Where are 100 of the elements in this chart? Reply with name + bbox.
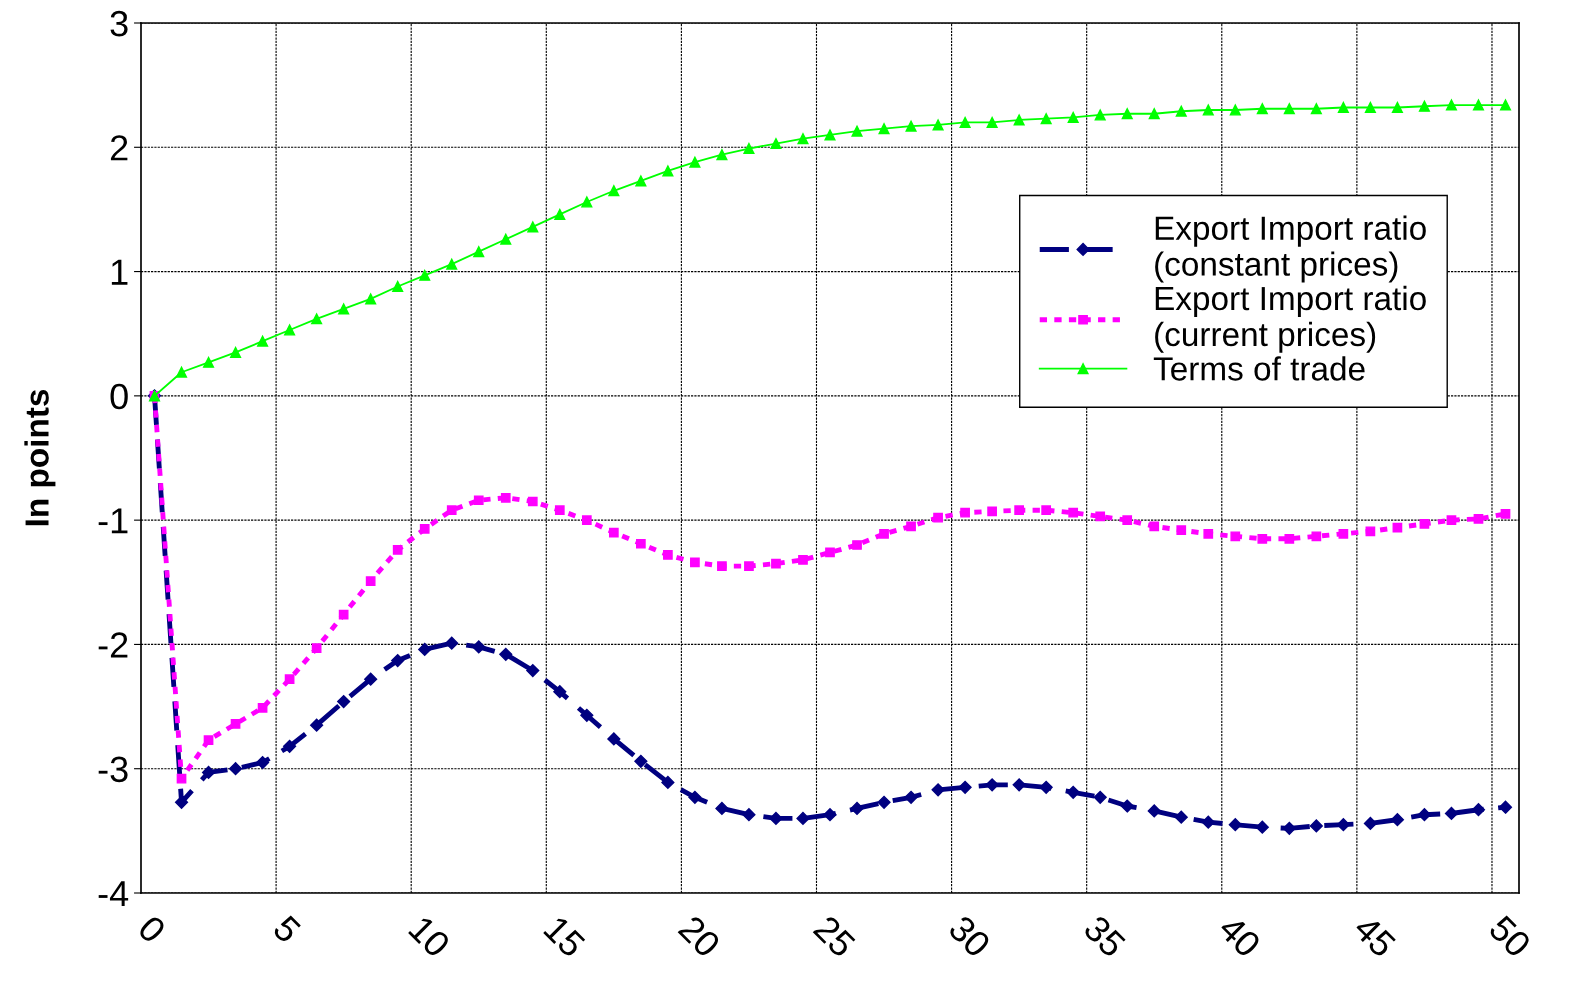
x-tick-label: 15	[543, 915, 587, 959]
point	[338, 609, 349, 620]
point	[877, 795, 891, 809]
point	[581, 196, 593, 208]
point	[1444, 806, 1459, 821]
point	[931, 783, 945, 797]
point	[1446, 515, 1457, 526]
point	[690, 557, 700, 568]
point	[1066, 785, 1080, 799]
point	[230, 346, 242, 358]
point	[1365, 526, 1376, 537]
point	[1148, 108, 1160, 120]
point	[1336, 818, 1350, 832]
point	[365, 293, 377, 305]
point	[1230, 531, 1241, 542]
point	[635, 175, 647, 187]
point	[905, 120, 917, 132]
point	[716, 149, 728, 161]
point	[1473, 514, 1484, 524]
point	[418, 642, 432, 656]
y-tick-label: -2	[98, 632, 128, 658]
x-tick-label: 10	[407, 915, 452, 959]
point	[1256, 103, 1268, 115]
point	[688, 790, 702, 804]
point	[1094, 109, 1106, 121]
point	[1498, 800, 1513, 814]
point	[1283, 103, 1295, 115]
point	[771, 558, 781, 569]
point	[1337, 101, 1349, 114]
point	[663, 550, 673, 560]
point	[1228, 818, 1242, 832]
point	[906, 521, 916, 532]
point	[1122, 515, 1133, 526]
x-tick-label: 30	[947, 914, 992, 959]
x-tick-label: 35	[1082, 914, 1127, 959]
point	[770, 138, 782, 150]
point	[1176, 525, 1187, 535]
y-tick-label: -1	[98, 508, 128, 534]
x-tick-label: 25	[812, 914, 857, 959]
point	[608, 185, 620, 197]
point	[743, 142, 755, 155]
point	[1471, 803, 1486, 817]
point	[1175, 105, 1187, 117]
point	[1500, 509, 1511, 519]
legend-label: Export Import ratio (current prices)	[1155, 285, 1426, 353]
point	[1229, 104, 1241, 116]
x-tick-label: 20	[677, 914, 722, 959]
point	[878, 123, 890, 135]
point	[769, 811, 783, 826]
point	[825, 547, 835, 558]
point	[201, 765, 216, 780]
point	[1203, 528, 1214, 539]
point	[958, 780, 972, 794]
point	[176, 773, 187, 784]
x-tick-label: 50	[1487, 914, 1533, 959]
point	[1257, 533, 1268, 544]
point	[283, 739, 297, 753]
point	[1013, 114, 1025, 126]
point	[1120, 799, 1134, 813]
point	[284, 324, 296, 336]
point	[499, 647, 513, 661]
point	[1310, 103, 1322, 115]
point	[1012, 778, 1026, 792]
point	[391, 653, 405, 668]
y-tick-label: 2	[110, 135, 128, 161]
point	[742, 808, 756, 822]
y-tick-label: 0	[110, 383, 128, 410]
point	[1068, 507, 1079, 518]
point	[256, 755, 270, 770]
point	[1174, 810, 1188, 824]
point	[553, 685, 567, 699]
legend-label: Export Import ratio (constant prices)	[1155, 215, 1426, 283]
point	[608, 527, 619, 538]
point	[257, 702, 268, 713]
point	[473, 246, 485, 258]
point	[959, 116, 971, 128]
point	[851, 125, 863, 137]
point	[1419, 519, 1430, 529]
point	[933, 512, 943, 523]
point	[311, 313, 323, 325]
point	[1093, 790, 1107, 804]
point	[419, 269, 431, 281]
point	[823, 808, 837, 822]
point	[1309, 819, 1323, 833]
x-tick-label: 40	[1217, 913, 1263, 959]
point	[824, 129, 836, 141]
point	[445, 636, 459, 650]
point	[580, 708, 594, 722]
point	[879, 528, 889, 539]
y-tick-label: -4	[98, 881, 129, 907]
point	[526, 663, 540, 678]
point	[717, 561, 727, 571]
point	[527, 496, 538, 507]
point	[960, 507, 970, 518]
point	[1338, 528, 1349, 539]
point	[202, 356, 215, 368]
point	[796, 811, 810, 826]
point	[1445, 99, 1458, 111]
point	[1284, 533, 1295, 544]
point	[175, 366, 188, 378]
